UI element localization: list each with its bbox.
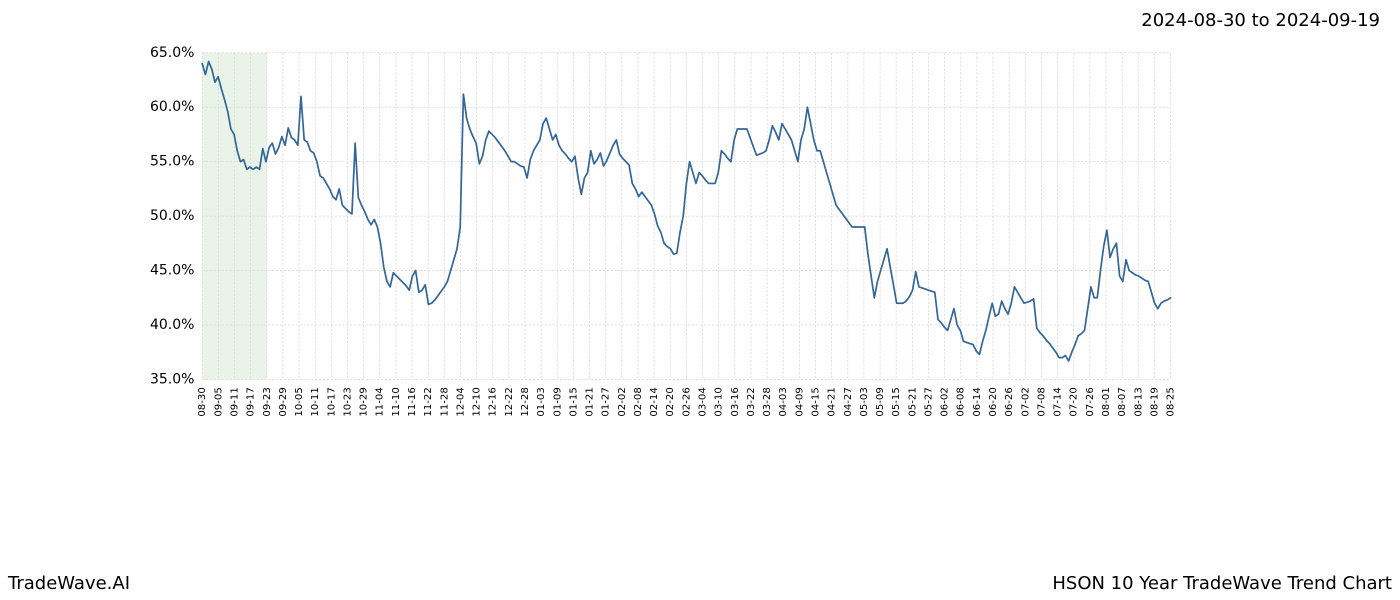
svg-text:40.0%: 40.0% [150,317,194,333]
svg-text:03-04: 03-04 [698,387,709,416]
svg-text:11-10: 11-10 [391,387,402,416]
svg-text:03-10: 03-10 [714,387,725,416]
svg-text:08-19: 08-19 [1149,387,1160,416]
svg-text:02-08: 02-08 [633,387,644,416]
svg-text:12-04: 12-04 [455,387,466,416]
svg-text:04-15: 04-15 [811,387,822,416]
svg-text:05-15: 05-15 [891,387,902,416]
svg-text:07-20: 07-20 [1069,387,1080,416]
svg-text:09-17: 09-17 [246,387,257,416]
svg-text:09-29: 09-29 [278,387,289,416]
svg-text:08-13: 08-13 [1133,387,1144,416]
svg-text:05-09: 05-09 [875,387,886,416]
svg-text:07-02: 07-02 [1020,387,1031,416]
chart-container: 2024-08-30 to 2024-09-19 TradeWave.AI HS… [0,0,1400,600]
svg-text:04-09: 04-09 [794,387,805,416]
svg-text:06-02: 06-02 [940,387,951,416]
svg-text:01-03: 01-03 [536,387,547,416]
svg-text:02-14: 02-14 [649,387,660,416]
svg-text:11-04: 11-04 [375,387,386,416]
svg-text:05-27: 05-27 [923,387,934,416]
svg-text:01-21: 01-21 [585,387,596,416]
date-range-label: 2024-08-30 to 2024-09-19 [1141,10,1380,31]
svg-text:07-08: 07-08 [1036,387,1047,416]
svg-text:07-14: 07-14 [1053,387,1064,416]
svg-text:10-11: 10-11 [310,387,321,416]
svg-text:03-16: 03-16 [730,387,741,416]
svg-text:02-02: 02-02 [617,387,628,416]
svg-text:11-22: 11-22 [423,387,434,416]
svg-text:65.0%: 65.0% [150,45,194,61]
svg-text:06-20: 06-20 [988,387,999,416]
svg-text:11-28: 11-28 [439,387,450,416]
svg-text:05-03: 05-03 [859,387,870,416]
svg-text:04-27: 04-27 [843,387,854,416]
svg-text:35.0%: 35.0% [150,371,194,387]
svg-text:03-22: 03-22 [746,387,757,416]
svg-text:12-10: 12-10 [472,387,483,416]
svg-text:01-09: 01-09 [552,387,563,416]
svg-text:05-21: 05-21 [907,387,918,416]
svg-text:06-08: 06-08 [956,387,967,416]
svg-text:07-26: 07-26 [1085,387,1096,416]
svg-text:08-07: 08-07 [1117,387,1128,416]
svg-text:03-28: 03-28 [762,387,773,416]
svg-text:50.0%: 50.0% [150,208,194,224]
svg-text:09-11: 09-11 [230,387,241,416]
svg-text:08-25: 08-25 [1166,387,1177,416]
svg-text:09-23: 09-23 [262,387,273,416]
svg-text:10-17: 10-17 [326,387,337,416]
brand-label: TradeWave.AI [8,573,130,594]
svg-text:10-05: 10-05 [294,387,305,416]
svg-text:01-27: 01-27 [601,387,612,416]
svg-text:11-16: 11-16 [407,387,418,416]
svg-text:08-01: 08-01 [1101,387,1112,416]
svg-text:45.0%: 45.0% [150,263,194,279]
svg-text:09-05: 09-05 [213,387,224,416]
svg-text:55.0%: 55.0% [150,154,194,170]
svg-text:02-20: 02-20 [665,387,676,416]
trend-chart: 35.0% 40.0% 45.0% 50.0% 55.0% 60.0% 65.0% 08-30… [25,45,1270,465]
svg-text:60.0%: 60.0% [150,99,194,115]
svg-text:12-22: 12-22 [504,387,515,416]
svg-text:12-16: 12-16 [488,387,499,416]
svg-text:10-29: 10-29 [359,387,370,416]
svg-text:06-14: 06-14 [972,387,983,416]
svg-text:10-23: 10-23 [342,387,353,416]
svg-text:06-26: 06-26 [1004,387,1015,416]
svg-text:04-21: 04-21 [827,387,838,416]
svg-text:04-03: 04-03 [778,387,789,416]
svg-text:01-15: 01-15 [568,387,579,416]
svg-text:08-30: 08-30 [197,387,208,416]
chart-title: HSON 10 Year TradeWave Trend Chart [1052,573,1392,594]
svg-text:02-26: 02-26 [681,387,692,416]
svg-text:12-28: 12-28 [520,387,531,416]
